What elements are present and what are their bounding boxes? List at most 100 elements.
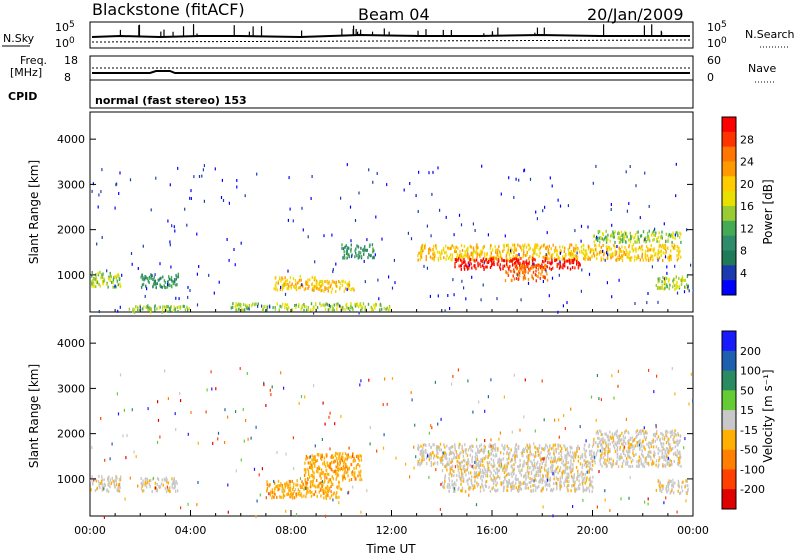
velocity-cell xyxy=(483,444,485,448)
power-cell xyxy=(184,308,187,312)
power-cell xyxy=(642,230,645,234)
power-noise-cell xyxy=(480,298,482,302)
power-cell xyxy=(662,275,664,279)
velocity-noise-cell xyxy=(340,415,342,418)
velocity-cell xyxy=(504,465,506,469)
velocity-cell xyxy=(644,438,647,441)
power-cell xyxy=(480,259,482,263)
velocity-cell xyxy=(477,447,479,451)
power-cell xyxy=(429,248,432,252)
velocity-colorbar-swatch xyxy=(722,390,736,411)
power-noise-cell xyxy=(323,234,325,238)
velocity-cell xyxy=(144,481,146,485)
velocity-cell xyxy=(643,430,645,434)
power-cell xyxy=(497,258,500,262)
velocity-cell xyxy=(588,489,591,493)
power-cell xyxy=(91,284,93,288)
velocity-cell xyxy=(458,456,460,460)
power-cell xyxy=(572,252,574,256)
power-cell xyxy=(490,257,493,261)
velocity-noise-cell xyxy=(187,432,189,436)
power-noise-cell xyxy=(201,174,203,178)
nave-tick-low: 0 xyxy=(707,71,714,84)
power-cell xyxy=(598,229,601,233)
power-cell xyxy=(286,303,289,307)
power-cell xyxy=(164,305,166,309)
velocity-cell xyxy=(336,473,339,477)
velocity-cell xyxy=(567,489,569,493)
power-cell xyxy=(482,264,484,268)
velocity-noise-cell xyxy=(124,497,126,501)
power-cell xyxy=(613,232,615,236)
velocity-cell xyxy=(457,460,459,464)
velocity-cell xyxy=(502,480,505,484)
velocity-cell xyxy=(640,460,642,464)
velocity-cell xyxy=(417,448,420,452)
power-cell xyxy=(558,257,561,261)
velocity-cell xyxy=(647,453,649,457)
power-cell xyxy=(279,288,282,291)
velocity-cell xyxy=(496,471,498,475)
velocity-x-ticks: 00:00 04:00 08:00 12:00 16:00 20:00 00:00 xyxy=(74,510,709,537)
power-cell xyxy=(168,275,170,279)
power-cell xyxy=(499,263,501,267)
velocity-noise-cell xyxy=(674,392,676,396)
velocity-cell xyxy=(665,433,667,437)
velocity-cell xyxy=(616,448,618,452)
power-cell xyxy=(471,255,474,259)
velocity-cell xyxy=(541,487,543,491)
power-cell xyxy=(170,276,173,279)
velocity-cell xyxy=(605,465,608,469)
power-cell xyxy=(658,256,661,260)
velocity-cell xyxy=(599,429,601,433)
velocity-cell xyxy=(570,489,572,493)
velocity-cell xyxy=(585,479,587,483)
power-cell xyxy=(687,287,689,291)
power-cell xyxy=(470,251,472,255)
power-cell xyxy=(324,307,327,311)
velocity-cell xyxy=(307,461,309,465)
velocity-cell xyxy=(655,488,658,492)
velocity-cell xyxy=(630,443,633,447)
power-noise-cell xyxy=(527,281,530,285)
velocity-cell xyxy=(468,471,470,475)
power-cell xyxy=(383,306,385,310)
power-cell xyxy=(152,283,155,287)
velocity-cell xyxy=(357,456,359,460)
power-cell xyxy=(504,279,507,283)
velocity-cell xyxy=(664,430,667,434)
power-cell xyxy=(475,245,477,249)
power-cell xyxy=(418,251,420,255)
power-cell xyxy=(575,254,578,258)
power-cell xyxy=(597,239,599,242)
power-noise-cell xyxy=(474,229,476,232)
velocity-noise-cell xyxy=(543,418,545,422)
power-cell xyxy=(183,304,185,308)
velocity-cell xyxy=(289,495,291,499)
power-cell xyxy=(168,310,170,313)
velocity-cell xyxy=(441,469,444,473)
power-cell xyxy=(458,253,461,257)
power-cell xyxy=(614,240,616,244)
power-cell xyxy=(370,253,372,257)
velocity-cell xyxy=(298,490,301,493)
velocity-cell xyxy=(280,482,282,486)
velocity-cell xyxy=(274,492,276,496)
power-cell xyxy=(563,250,566,253)
power-cell xyxy=(357,252,360,256)
power-cell xyxy=(673,277,675,281)
power-cell xyxy=(509,256,511,260)
power-cell xyxy=(551,253,553,257)
power-cell xyxy=(517,259,519,263)
velocity-noise-cell xyxy=(250,436,252,440)
velocity-noise-cell xyxy=(596,374,598,377)
velocity-cell xyxy=(303,474,306,477)
power-cell xyxy=(652,248,654,252)
velocity-noise-cell xyxy=(294,488,297,491)
velocity-cell xyxy=(480,443,482,447)
power-cell xyxy=(483,265,485,269)
power-noise-cell xyxy=(190,197,192,200)
power-noise-cell xyxy=(187,295,189,299)
velocity-noise-cell xyxy=(490,378,492,382)
velocity-cell xyxy=(293,482,295,486)
